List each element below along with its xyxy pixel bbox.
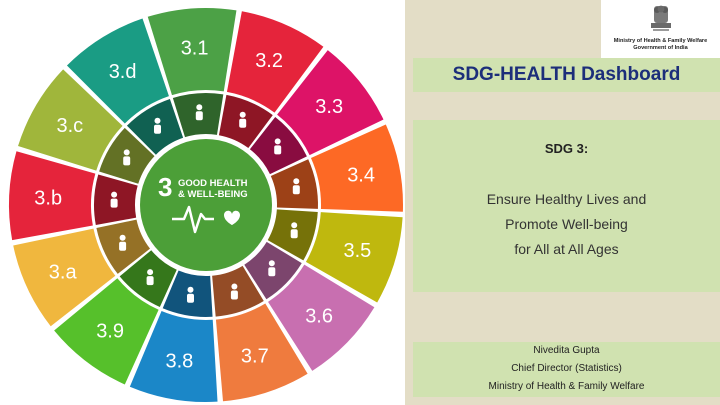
target-icon-band-3-8 [162, 270, 213, 318]
center-goal-disc [140, 139, 272, 271]
title-panel: SDG-HEALTH Dashboard [413, 58, 720, 92]
dashboard-title: SDG-HEALTH Dashboard [452, 64, 681, 85]
family-planning-icon [230, 283, 238, 300]
author-organization: Ministry of Health & Family Welfare [488, 381, 645, 392]
no-car-crash-icon [268, 260, 276, 277]
target-label-3-9: 3.9 [96, 321, 124, 343]
target-label-3-1: 3.1 [181, 37, 209, 59]
target-segment-3-d [66, 18, 169, 124]
target-segment-3-6 [268, 264, 375, 371]
family-health-icon [292, 178, 300, 195]
target-label-3-4: 3.4 [347, 165, 375, 187]
goal-number: 3 [158, 172, 172, 202]
target-segment-3-2 [226, 11, 324, 113]
author-name: Nivedita Gupta [533, 345, 600, 356]
pills-heart-icon [290, 222, 298, 239]
target-segment-3-7 [215, 303, 308, 402]
goal-text-line: Promote Well-being [505, 216, 628, 232]
target-segment-3-c [18, 69, 123, 171]
target-segment-3-3 [277, 50, 384, 156]
target-label-3-2: 3.2 [255, 50, 283, 72]
sdg3-target-wheel: 3.13.23.33.43.53.63.73.83.93.a3.b3.c3.d … [9, 8, 403, 402]
target-icon-band-3-7 [212, 265, 264, 317]
ministry-name: Ministry of Health & Family Welfare [613, 38, 708, 44]
target-label-3-5: 3.5 [343, 240, 371, 262]
target-segment-3-8 [129, 311, 218, 402]
target-label-3-6: 3.6 [305, 305, 333, 327]
target-label-3-a: 3.a [49, 262, 78, 284]
health-workforce-icon [123, 149, 131, 166]
target-label-3-7: 3.7 [241, 345, 269, 367]
disease-virus-icon [274, 138, 282, 155]
sdg-heading: SDG 3: [544, 141, 589, 156]
sdg-goal-panel: SDG 3: Ensure Healthy Lives and Promote … [413, 120, 720, 292]
no-tobacco-icon [119, 234, 127, 251]
goal-title-line2: & WELL-BEING [178, 189, 248, 200]
national-emblem-icon [651, 5, 671, 31]
heartbeat-heart-icon [172, 205, 240, 234]
author-role: Chief Director (Statistics) [511, 363, 622, 374]
target-icon-band-3-c [99, 127, 155, 184]
mobile-health-alert-icon [154, 117, 161, 134]
health-coverage-icon [187, 286, 194, 303]
author-panel: Nivedita Gupta Chief Director (Statistic… [413, 342, 720, 397]
target-label-3-3: 3.3 [315, 96, 343, 118]
target-label-3-8: 3.8 [165, 351, 193, 373]
target-segment-3-a [13, 228, 116, 327]
target-segment-3-b [9, 151, 96, 241]
goal-text-line: for All at All Ages [514, 241, 619, 257]
goal-title-line1: GOOD HEALTH [178, 178, 248, 189]
target-segment-3-5 [305, 212, 403, 303]
target-segment-3-9 [54, 278, 159, 385]
research-medicine-icon [110, 191, 118, 208]
target-icon-band-3-4 [270, 159, 318, 209]
ministry-logo-block: Ministry of Health & Family Welfare Gove… [601, 0, 720, 58]
target-segment-3-4 [310, 124, 403, 212]
target-label-3-d: 3.d [109, 61, 137, 83]
government-name: Government of India [633, 45, 688, 51]
goal-text-line: Ensure Healthy Lives and [486, 191, 647, 207]
mother-baby-5yrs-icon [239, 111, 247, 128]
target-label-3-b: 3.b [34, 187, 62, 209]
target-segment-3-1 [147, 8, 237, 96]
hospital-care-icon [146, 269, 154, 286]
target-label-3-c: 3.c [56, 115, 83, 137]
pregnant-woman-icon [195, 104, 203, 121]
